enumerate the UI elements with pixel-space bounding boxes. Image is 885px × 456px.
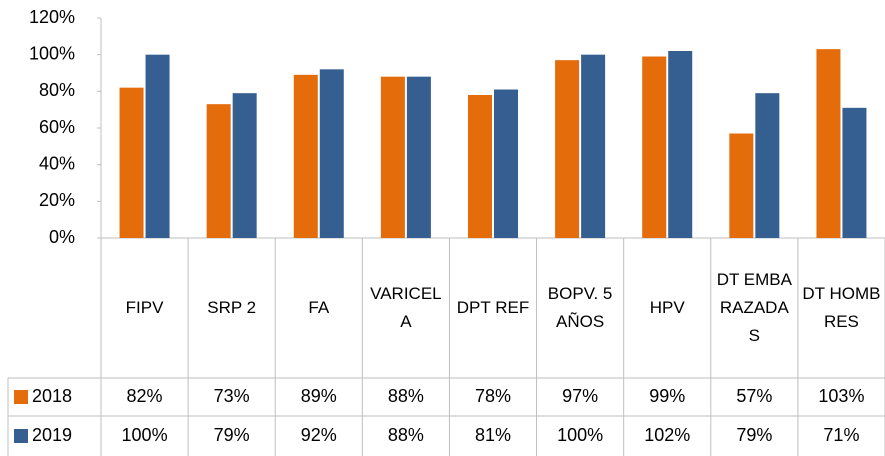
- x-tick-label: BOPV. 5 AÑOS: [537, 238, 624, 378]
- y-tick-label: 120%: [29, 7, 75, 27]
- bar: [642, 57, 666, 239]
- x-tick-label: HPV: [624, 238, 711, 378]
- bar: [381, 77, 405, 238]
- x-tick-label: DPT REF: [449, 238, 536, 378]
- x-category-cell: SRP 2: [188, 238, 275, 378]
- y-tick-label: 20%: [39, 190, 75, 210]
- table-value: 100%: [122, 425, 168, 445]
- bar: [494, 90, 518, 239]
- x-tick-label: VARICELA: [362, 238, 449, 378]
- table-value: 97%: [562, 386, 598, 406]
- table-value: 92%: [301, 425, 337, 445]
- x-category-cell: DT HOMBRES: [798, 238, 885, 378]
- y-tick-label: 0%: [49, 227, 75, 247]
- y-tick-label: 40%: [39, 153, 75, 173]
- bar: [407, 77, 431, 238]
- table-value: 79%: [736, 425, 772, 445]
- x-category-cell: HPV: [624, 238, 711, 378]
- bar: [320, 69, 344, 238]
- x-tick-label: DT HOMBRES: [798, 238, 885, 378]
- table-value: 99%: [649, 386, 685, 406]
- table-value: 102%: [644, 425, 690, 445]
- chart: 0% 20% 40% 60% 80% 100% 120% FIPV 82% 100% SRP 2 73…: [0, 0, 885, 456]
- x-category-cell: FA: [275, 238, 362, 378]
- table-value: 103%: [818, 386, 864, 406]
- table-value: 89%: [301, 386, 337, 406]
- x-category-cell: DT EMBARAZADAS: [711, 238, 798, 378]
- bar: [842, 108, 866, 238]
- table-value: 71%: [823, 425, 859, 445]
- table-value: 73%: [214, 386, 250, 406]
- x-category-cell: FIPV: [101, 238, 188, 378]
- x-tick-label: FIPV: [101, 238, 188, 378]
- bar: [146, 55, 170, 238]
- bar: [668, 51, 692, 238]
- x-tick-label: FA: [275, 238, 362, 378]
- table-value: 88%: [388, 425, 424, 445]
- bar: [468, 95, 492, 238]
- bar: [555, 60, 579, 238]
- x-category-cell: VARICELA: [362, 238, 449, 378]
- bar: [120, 88, 144, 238]
- y-tick-label: 60%: [39, 117, 75, 137]
- table-value: 57%: [736, 386, 772, 406]
- table-value: 100%: [557, 425, 603, 445]
- bar: [207, 104, 231, 238]
- bar: [233, 93, 257, 238]
- x-tick-label: DT EMBARAZADAS: [711, 238, 798, 378]
- table-value: 82%: [127, 386, 163, 406]
- x-category-cell: BOPV. 5 AÑOS: [537, 238, 624, 378]
- table-value: 88%: [388, 386, 424, 406]
- legend-label: 2019: [32, 425, 72, 445]
- legend-key: [14, 390, 28, 404]
- bar: [816, 49, 840, 238]
- y-tick-label: 80%: [39, 80, 75, 100]
- legend-key: [14, 429, 28, 443]
- bar: [294, 75, 318, 238]
- legend-label: 2018: [32, 386, 72, 406]
- bar: [755, 93, 779, 238]
- bar: [729, 134, 753, 239]
- y-tick-label: 100%: [29, 43, 75, 63]
- table-value: 78%: [475, 386, 511, 406]
- table-value: 79%: [214, 425, 250, 445]
- x-tick-label: SRP 2: [188, 238, 275, 378]
- bar: [581, 55, 605, 238]
- x-category-cell: DPT REF: [449, 238, 536, 378]
- table-value: 81%: [475, 425, 511, 445]
